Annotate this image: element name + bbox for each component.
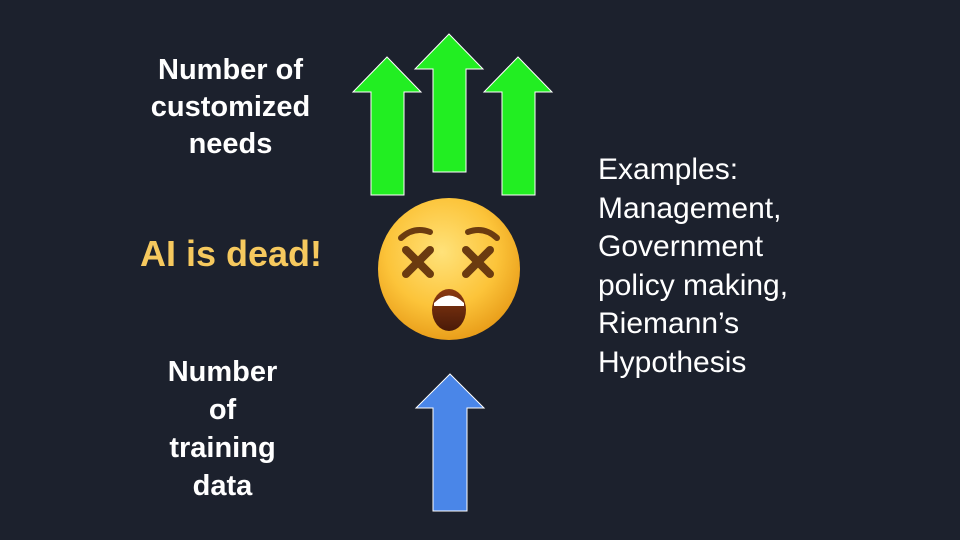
examples-line-5: Riemann’s	[598, 307, 740, 340]
ai-is-dead-headline: AI is dead!	[139, 233, 323, 274]
training-data-line-2: of	[208, 394, 237, 426]
training-data-line-3: training	[169, 432, 276, 464]
green-up-arrow-left-icon	[351, 56, 423, 196]
training-data-line-1: Number	[167, 356, 278, 388]
examples-line-4: policy making,	[598, 268, 789, 302]
examples-text: Examples: Management, Government policy …	[598, 151, 928, 382]
green-up-arrow-middle-icon	[413, 33, 485, 173]
training-data-line-4: data	[192, 470, 253, 502]
green-up-arrow-right-icon	[482, 56, 554, 196]
customized-needs-label: Number of customized needs	[128, 52, 333, 163]
examples-line-6: Hypothesis	[598, 345, 747, 379]
customized-needs-line-1: Number of	[158, 54, 303, 86]
customized-needs-line-2: customized	[150, 91, 311, 123]
training-data-label: Number of training data	[150, 353, 295, 505]
customized-needs-line-3: needs	[188, 128, 273, 160]
dizzy-face-emoji-icon	[378, 198, 520, 340]
examples-line-3: Government	[598, 230, 764, 263]
blue-up-arrow-icon	[414, 373, 486, 512]
examples-line-1: Examples:	[598, 153, 739, 186]
examples-line-2: Management,	[598, 191, 782, 225]
